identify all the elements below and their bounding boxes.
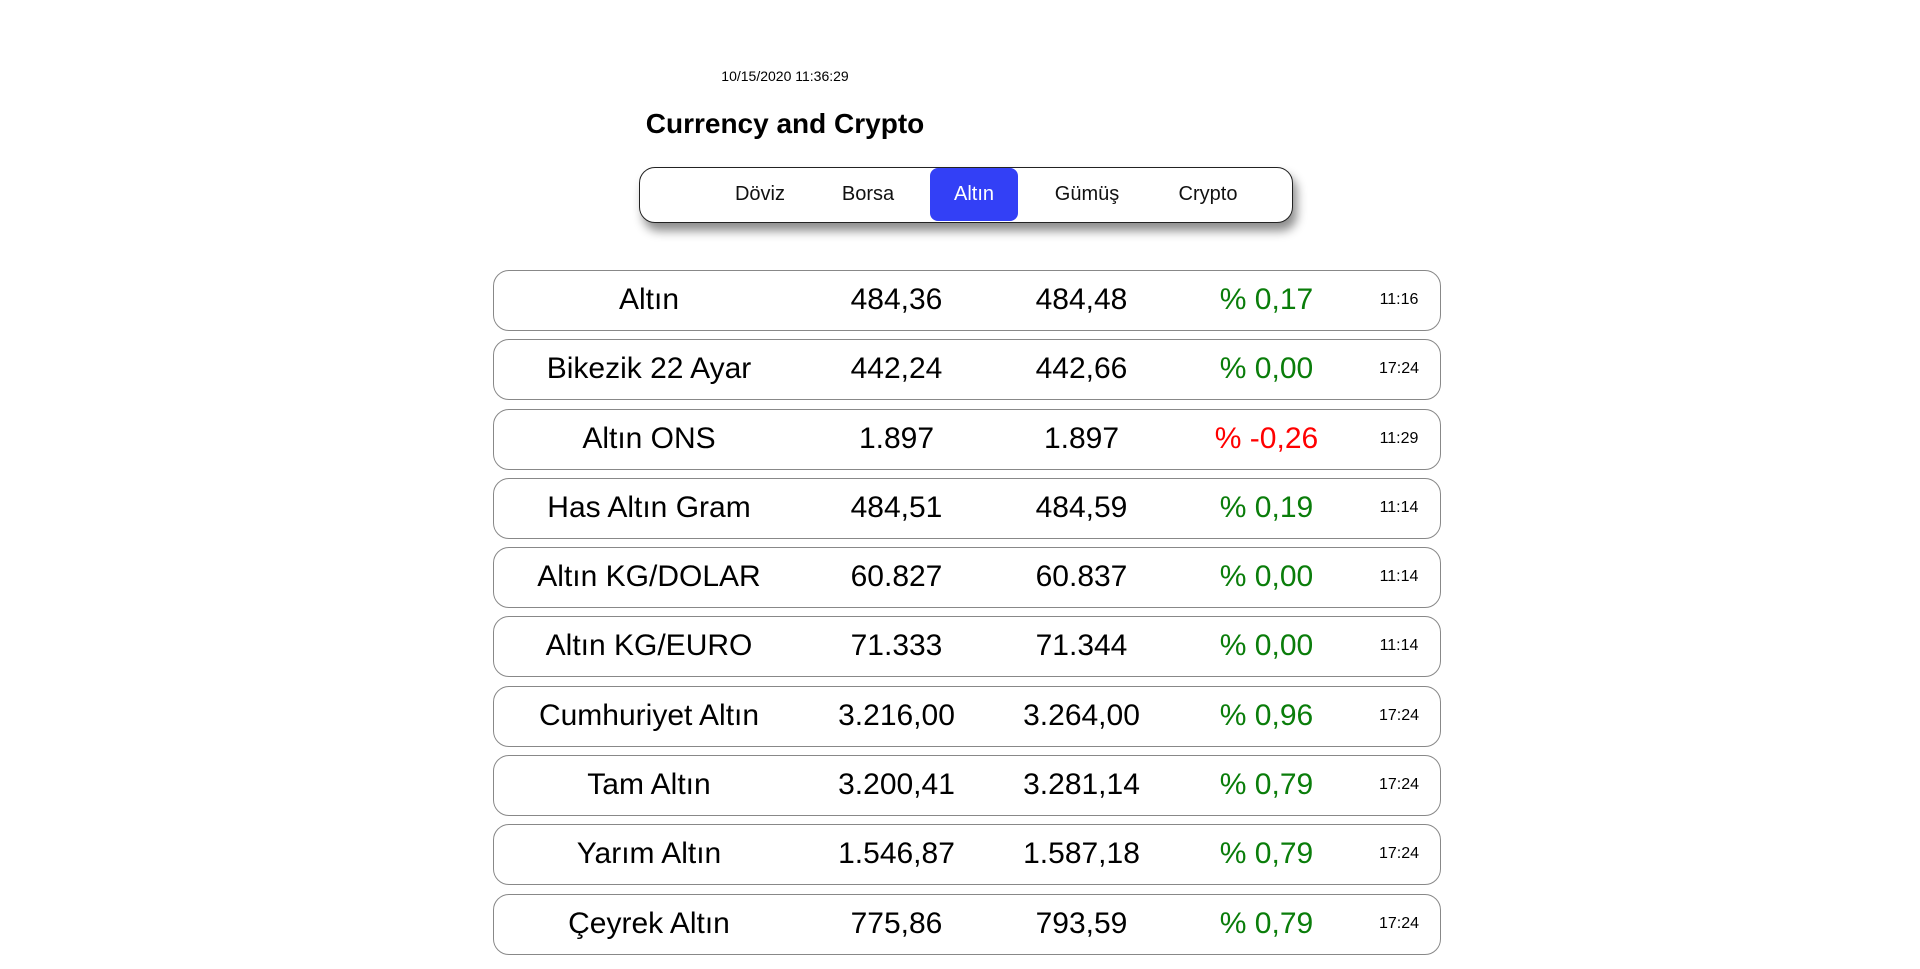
item-name: Yarım Altın <box>576 837 722 871</box>
sell-price: 60.837 <box>1035 560 1128 594</box>
price-row: Altın 484,36 484,48 % 0,17 11:16 <box>493 270 1441 331</box>
sell-price: 793,59 <box>1035 906 1128 940</box>
buy-price: 484,51 <box>850 490 943 524</box>
price-row: Tam Altın 3.200,41 3.281,14 % 0,79 17:24 <box>493 755 1441 817</box>
buy-price: 484,36 <box>850 283 943 316</box>
change-percent: % 0,00 <box>1219 352 1314 386</box>
tab-borsa[interactable]: Borsa <box>841 183 895 205</box>
sell-price: 3.281,14 <box>1023 768 1140 802</box>
buy-price: 1.546,87 <box>838 837 955 871</box>
update-time: 17:24 <box>1378 360 1420 378</box>
update-time: 11:16 <box>1379 291 1419 308</box>
timestamp: 10/15/2020 11:36:29 <box>721 68 849 84</box>
tab-crypto[interactable]: Crypto <box>1178 183 1238 205</box>
change-percent: % 0,19 <box>1219 490 1314 524</box>
update-time: 11:29 <box>1379 429 1419 447</box>
item-name: Altın KG/DOLAR <box>537 560 761 594</box>
update-time: 17:24 <box>1378 845 1420 863</box>
change-percent: % 0,79 <box>1219 837 1314 871</box>
item-name: Cumhuriyet Altın <box>538 698 760 732</box>
sell-price: 3.264,00 <box>1023 698 1140 732</box>
update-time: 17:24 <box>1378 776 1420 794</box>
price-row: Cumhuriyet Altın 3.216,00 3.264,00 % 0,96 17… <box>493 685 1441 747</box>
update-time: 11:14 <box>1379 568 1419 586</box>
tab-altin[interactable]: Altın <box>930 168 1018 221</box>
sell-price: 1.587,18 <box>1023 837 1140 871</box>
item-name: Altın KG/EURO <box>545 629 753 663</box>
sell-price: 1.897 <box>1043 421 1120 455</box>
change-percent: % 0,79 <box>1219 768 1314 802</box>
sell-price: 71.344 <box>1035 629 1128 663</box>
item-name: Has Altın Gram <box>547 490 751 524</box>
buy-price: 3.200,41 <box>838 768 955 802</box>
change-percent: % -0,26 <box>1214 421 1319 455</box>
tab-gumus[interactable]: Gümüş <box>1054 183 1120 205</box>
price-row: Altın ONS 1.897 1.897 % -0,26 11:29 <box>493 408 1441 470</box>
price-row: Altın KG/EURO 71.333 71.344 % 0,00 11:14 <box>493 616 1441 678</box>
update-time: 17:24 <box>1378 914 1420 932</box>
price-list: Altın 484,36 484,48 % 0,17 11:16 Bikezik 22 A… <box>493 270 1441 963</box>
item-name: Tam Altın <box>587 768 711 802</box>
item-name: Bikezik 22 Ayar <box>546 352 752 386</box>
update-time: 11:14 <box>1379 498 1419 516</box>
price-row: Bikezik 22 Ayar 442,24 442,66 % 0,00 17:24 <box>493 339 1441 401</box>
change-percent: % 0,17 <box>1219 283 1314 316</box>
update-time: 17:24 <box>1378 706 1420 724</box>
item-name: Çeyrek Altın <box>568 906 730 940</box>
price-row: Altın KG/DOLAR 60.827 60.837 % 0,00 11:14 <box>493 547 1441 609</box>
price-row: Çeyrek Altın 775,86 793,59 % 0,79 17:24 <box>493 893 1441 955</box>
buy-price: 1.897 <box>858 421 935 455</box>
buy-price: 442,24 <box>850 352 943 386</box>
sell-price: 484,59 <box>1035 490 1128 524</box>
buy-price: 3.216,00 <box>838 698 955 732</box>
page-title: Currency and Crypto <box>645 108 925 139</box>
change-percent: % 0,00 <box>1219 629 1314 663</box>
buy-price: 71.333 <box>850 629 943 663</box>
item-name: Altın <box>618 283 680 316</box>
tab-doviz[interactable]: Döviz <box>734 183 785 205</box>
sell-price: 442,66 <box>1035 352 1128 386</box>
buy-price: 775,86 <box>850 906 943 940</box>
tab-bar: Döviz Borsa Altın Gümüş Crypto <box>639 167 1293 223</box>
change-percent: % 0,96 <box>1219 698 1314 732</box>
price-row: Yarım Altın 1.546,87 1.587,18 % 0,79 17:24 <box>493 824 1441 886</box>
change-percent: % 0,00 <box>1219 560 1314 594</box>
item-name: Altın ONS <box>582 421 716 455</box>
sell-price: 484,48 <box>1035 283 1128 316</box>
buy-price: 60.827 <box>850 560 943 594</box>
price-row: Has Altın Gram 484,51 484,59 % 0,19 11:14 <box>493 477 1441 539</box>
change-percent: % 0,79 <box>1219 906 1314 940</box>
update-time: 11:14 <box>1379 637 1419 655</box>
